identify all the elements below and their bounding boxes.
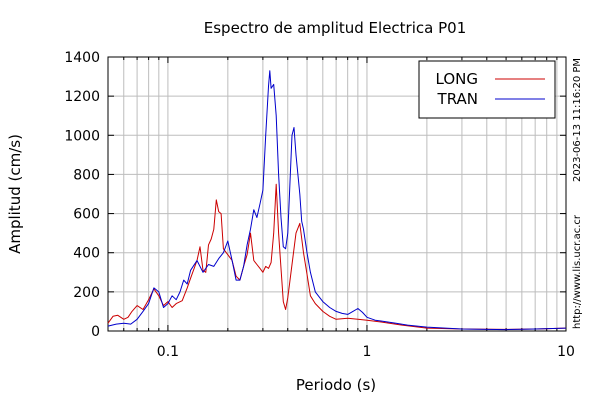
- y-tick-label: 800: [73, 167, 100, 183]
- y-tick-label: 1400: [64, 50, 100, 66]
- series-line-long: [107, 183, 567, 330]
- y-tick-label: 1000: [64, 128, 100, 144]
- x-tick-label: 10: [557, 344, 575, 360]
- series-line-tran: [107, 70, 567, 331]
- y-tick-label: 400: [73, 246, 100, 262]
- x-tick-label: 0.1: [157, 344, 179, 360]
- y-tick-label: 0: [91, 324, 100, 340]
- y-axis-label: Amplitud (cm/s): [6, 134, 24, 254]
- x-axis-label: Periodo (s): [296, 376, 376, 394]
- y-tick-label: 200: [73, 285, 100, 301]
- plot-frame: [107, 56, 567, 332]
- axis-ticks: [107, 56, 567, 332]
- chart-title: Espectro de amplitud Electrica P01: [204, 19, 467, 37]
- legend-label-tran: TRAN: [437, 90, 478, 108]
- x-tick-label: 1: [362, 344, 371, 360]
- y-tick-label: 600: [73, 207, 100, 223]
- y-tick-labels: 0 200 400 600 800 1000 1200 1400: [64, 50, 100, 340]
- y-tick-label: 1200: [64, 89, 100, 105]
- timestamp-note: 2023-06-13 11:16:20 PM: [572, 58, 583, 182]
- series-layer: [107, 70, 567, 331]
- legend: LONG TRAN: [418, 60, 556, 119]
- legend-label-long: LONG: [436, 70, 478, 88]
- url-note: http://www.lis.ucr.ac.cr: [572, 214, 583, 329]
- x-tick-labels: 0.1 1 10: [157, 344, 575, 360]
- legend-box: [418, 60, 556, 119]
